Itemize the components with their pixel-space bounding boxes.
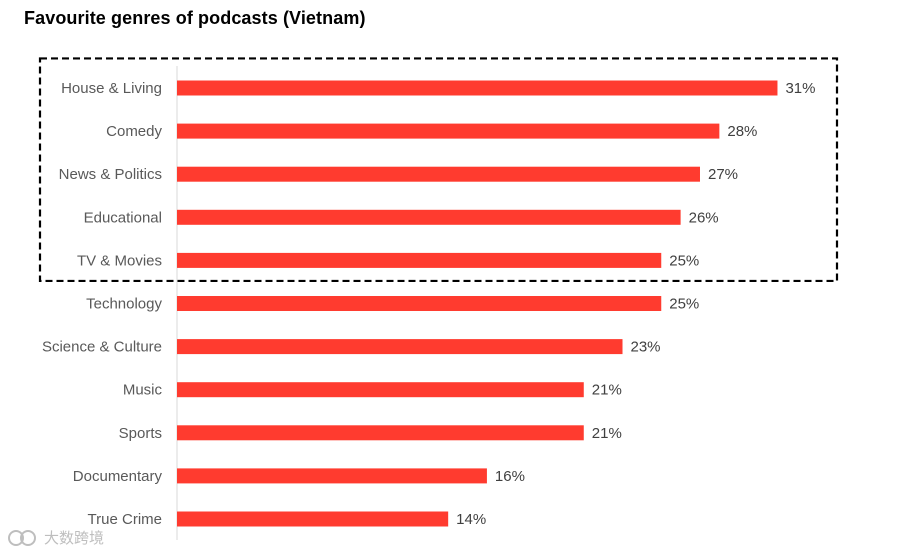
category-label: House & Living [61, 80, 162, 97]
category-label: Educational [84, 209, 162, 226]
bar [177, 209, 681, 225]
bar [177, 252, 662, 268]
data-label: 25% [669, 252, 699, 269]
bar [177, 425, 584, 441]
data-label: 31% [785, 80, 815, 97]
data-label: 23% [631, 339, 661, 356]
category-label: Technology [86, 296, 162, 313]
category-label: Music [123, 382, 163, 399]
bar [177, 468, 487, 484]
watermark: 大数跨境 [6, 527, 104, 548]
category-label: News & Politics [59, 166, 162, 183]
chart-title: Favourite genres of podcasts (Vietnam) [24, 8, 366, 28]
category-label: Comedy [106, 123, 162, 140]
category-label: TV & Movies [77, 252, 162, 269]
category-label: Sports [119, 425, 162, 442]
bar [177, 511, 449, 527]
watermark-text: 大数跨境 [44, 529, 105, 547]
data-label: 21% [592, 382, 622, 399]
category-label: True Crime [88, 511, 162, 528]
bar [177, 296, 662, 311]
logo-icon [8, 529, 36, 546]
data-label: 28% [727, 123, 757, 140]
data-label: 16% [495, 468, 525, 485]
bar [177, 80, 778, 96]
bar [177, 123, 720, 139]
data-label: 14% [456, 511, 486, 528]
data-label: 27% [708, 166, 738, 183]
bar [177, 382, 584, 398]
data-label: 26% [689, 209, 719, 226]
bar [177, 166, 700, 182]
bar [177, 339, 623, 355]
data-label: 25% [669, 296, 699, 313]
data-label: 21% [592, 425, 622, 442]
category-label: Science & Culture [42, 339, 162, 356]
highlight-box [38, 57, 839, 283]
category-label: Documentary [73, 468, 163, 485]
